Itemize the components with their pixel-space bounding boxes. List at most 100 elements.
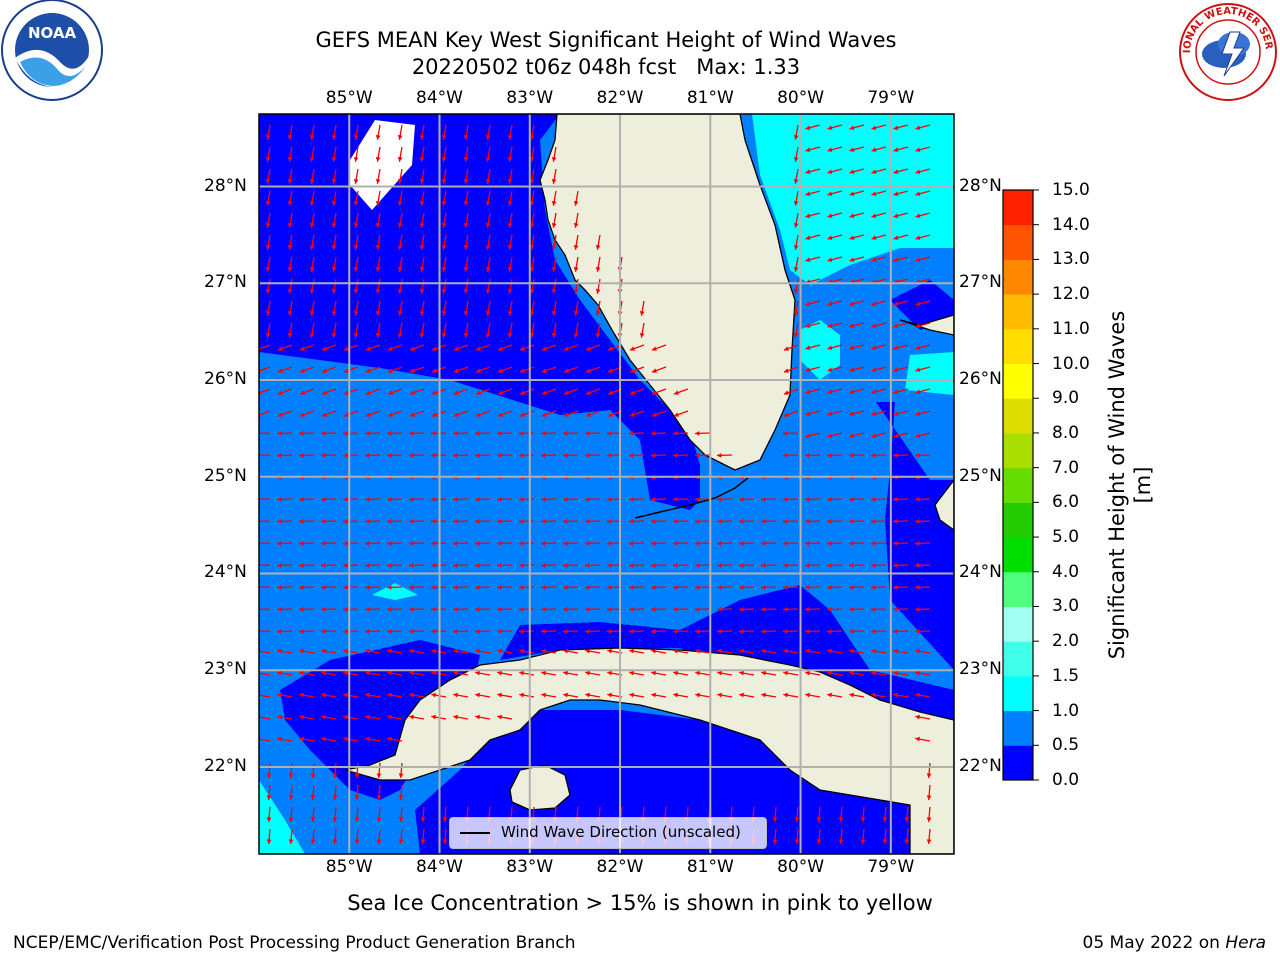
- arrow-head: [321, 562, 326, 568]
- arrow-head: [387, 648, 392, 654]
- arrow-head: [519, 412, 525, 417]
- arrow-head: [783, 496, 788, 502]
- arrow-head: [849, 191, 855, 197]
- arrow-head: [849, 213, 855, 219]
- wave-direction-arrow: [259, 520, 271, 523]
- arrow-head: [739, 628, 744, 634]
- arrow-head: [299, 518, 304, 524]
- arrow-head: [321, 692, 326, 698]
- arrow-head: [827, 235, 833, 241]
- arrow-head: [871, 389, 877, 395]
- arrow-head: [387, 346, 393, 351]
- latitude-label: 28°N: [204, 175, 247, 196]
- arrow-head: [893, 169, 899, 175]
- arrow-head: [893, 213, 899, 219]
- arrow-head: [463, 157, 469, 162]
- arrow-head: [507, 179, 513, 184]
- arrow-head: [849, 496, 854, 502]
- arrow-head: [926, 839, 932, 844]
- arrow-head: [321, 452, 326, 458]
- arrow-head: [551, 201, 557, 206]
- arrow-head: [585, 430, 590, 436]
- arrow-head: [805, 125, 811, 131]
- arrow-head: [761, 540, 766, 546]
- arrow-head: [277, 452, 282, 458]
- arrow-head: [365, 346, 371, 351]
- arrow-head: [893, 147, 899, 153]
- arrow-head: [453, 714, 458, 720]
- colorbar: [1002, 189, 1039, 781]
- arrow-head: [651, 368, 657, 373]
- arrow-head: [397, 135, 403, 140]
- arrow-head: [453, 692, 458, 698]
- arrow-head: [375, 333, 381, 338]
- colorbar-segment: [1003, 537, 1033, 573]
- colorbar-tick-label: 11.0: [1052, 318, 1090, 339]
- arrow-head: [387, 562, 392, 568]
- colorbar-tick-label: 2.0: [1052, 631, 1080, 652]
- arrow-head: [475, 584, 480, 590]
- arrow-head: [793, 179, 799, 184]
- arrow-head: [893, 670, 898, 676]
- longitude-label: 79°W: [867, 857, 915, 877]
- arrow-head: [651, 390, 657, 395]
- arrow-head: [695, 692, 700, 698]
- arrow-head: [376, 839, 382, 844]
- arrow-head: [397, 201, 403, 206]
- arrow-head: [398, 773, 404, 778]
- arrow-head: [431, 390, 437, 395]
- arrow-head: [287, 179, 293, 184]
- arrow-head: [343, 346, 349, 351]
- arrow-head: [321, 736, 326, 742]
- arrow-head: [551, 157, 557, 162]
- arrow-head: [365, 670, 370, 676]
- arrow-head: [871, 562, 876, 568]
- arrow-head: [497, 606, 502, 612]
- arrow-head: [409, 562, 414, 568]
- arrow-head: [529, 333, 535, 338]
- arrow-head: [585, 540, 590, 546]
- arrow-head: [485, 311, 491, 316]
- wave-direction-arrow: [259, 672, 271, 676]
- arrow-head: [882, 817, 888, 822]
- arrow-head: [475, 692, 480, 698]
- arrow-head: [309, 267, 315, 272]
- arrow-head: [475, 670, 480, 676]
- chart-title: GEFS MEAN Key West Significant Height of…: [315, 28, 897, 52]
- arrow-head: [529, 311, 535, 316]
- arrow-head: [507, 245, 513, 250]
- arrow-head: [397, 267, 403, 272]
- arrow-head: [551, 179, 557, 184]
- arrow-head: [805, 411, 811, 417]
- arrow-head: [595, 289, 601, 294]
- arrow-head: [375, 289, 381, 294]
- arrow-head: [353, 157, 359, 162]
- arrow-head: [431, 518, 436, 524]
- arrow-head: [299, 390, 305, 395]
- colorbar-tick-label: 14.0: [1052, 214, 1090, 235]
- arrow-head: [287, 311, 293, 316]
- arrow-head: [485, 223, 491, 228]
- longitude-label: 84°W: [416, 88, 463, 108]
- arrow-head: [651, 412, 657, 417]
- arrow-head: [485, 201, 491, 206]
- arrow-head: [343, 692, 348, 698]
- arrow-head: [453, 412, 459, 417]
- longitude-label: 85°W: [325, 857, 373, 877]
- arrow-head: [761, 496, 766, 502]
- arrow-head: [717, 648, 722, 654]
- arrow-head: [838, 817, 844, 822]
- bahamas-land-2: [934, 479, 954, 531]
- arrow-head: [287, 201, 293, 206]
- arrow-head: [651, 452, 656, 458]
- arrow-head: [585, 628, 590, 634]
- arrow-head: [860, 839, 866, 844]
- arrow-head: [409, 412, 415, 417]
- arrow-head: [507, 157, 513, 162]
- arrow-head: [651, 540, 656, 546]
- longitude-label: 83°W: [506, 857, 554, 877]
- colorbar-tick-label: 1.5: [1052, 665, 1080, 686]
- colorbar-segment: [1003, 467, 1033, 503]
- arrow-head: [375, 245, 381, 250]
- arrow-head: [485, 157, 491, 162]
